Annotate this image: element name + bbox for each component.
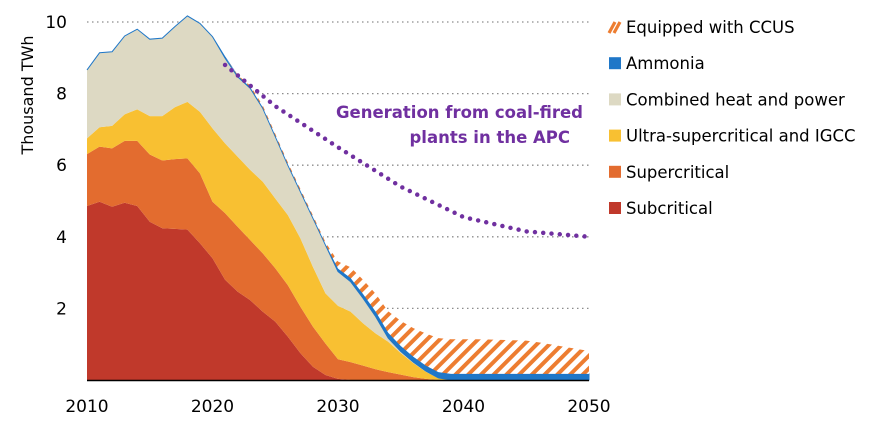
area-subcritical xyxy=(87,201,589,380)
legend-item-ammonia: Ammonia xyxy=(609,54,705,73)
x-tick-label: 2050 xyxy=(567,397,610,417)
legend-item-subcritical: Subcritical xyxy=(609,199,713,218)
y-tick-label: 8 xyxy=(56,85,67,105)
x-tick-label: 2030 xyxy=(316,397,359,417)
legend-item-equipped-with-ccus: Equipped with CCUS xyxy=(607,18,795,37)
legend-label: Supercritical xyxy=(626,163,729,182)
x-tick-label: 2040 xyxy=(442,397,485,417)
area-ammonia xyxy=(86,15,590,381)
legend-label: Subcritical xyxy=(626,199,713,218)
annotation-line-1: Generation from coal-fired xyxy=(336,103,583,122)
legend-label: Ultra-supercritical and IGCC xyxy=(626,127,856,146)
legend-item-ultra-supercritical-and-igcc: Ultra-supercritical and IGCC xyxy=(609,127,856,146)
y-tick-labels: 2 4 6 8 10 xyxy=(45,13,67,319)
legend-item-supercritical: Supercritical xyxy=(609,163,729,182)
legend-label: Equipped with CCUS xyxy=(626,18,795,37)
apc-generation-dotted-line xyxy=(222,62,592,240)
area-combined-heat-and-power xyxy=(87,15,589,380)
legend-item-combined-heat-and-power: Combined heat and power xyxy=(609,90,845,109)
y-tick-label: 2 xyxy=(56,299,67,319)
stacked-areas xyxy=(86,15,590,381)
area-ultra-supercritical-and-igcc xyxy=(87,101,589,381)
legend-swatch-hatched xyxy=(607,21,622,34)
x-tick-labels: 2010 2020 2030 2040 2050 xyxy=(65,397,610,417)
area-supercritical xyxy=(87,140,589,380)
legend-label: Ammonia xyxy=(626,54,705,73)
legend-swatch xyxy=(609,57,621,70)
apc-generation-line xyxy=(222,62,592,240)
x-tick-label: 2020 xyxy=(191,397,234,417)
legend-swatch xyxy=(609,129,621,142)
legend: Equipped with CCUS Ammonia Combined heat a… xyxy=(607,18,856,218)
x-tick-label: 2010 xyxy=(65,397,108,417)
y-tick-label: 10 xyxy=(45,13,67,33)
annotation-line-2: plants in the APC xyxy=(410,128,571,147)
y-tick-label: 6 xyxy=(56,156,67,176)
y-tick-label: 4 xyxy=(56,228,67,248)
legend-swatch xyxy=(609,202,621,214)
legend-swatch xyxy=(609,93,621,106)
y-axis-label: Thousand TWh xyxy=(18,35,37,155)
legend-label: Combined heat and power xyxy=(626,90,845,109)
legend-swatch xyxy=(609,165,621,178)
